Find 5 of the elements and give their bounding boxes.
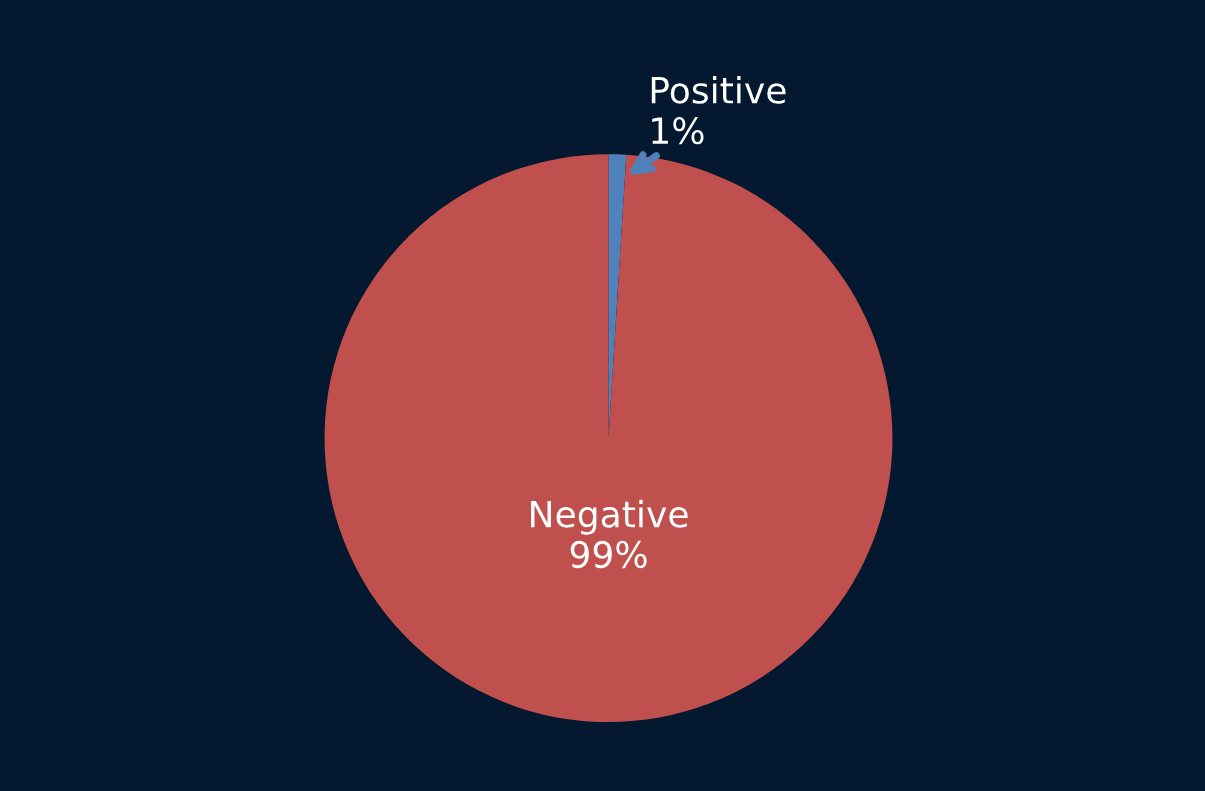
data-label: 99% — [570, 540, 647, 569]
pie-slice — [324, 154, 893, 723]
slice-label: Negative — [531, 499, 688, 535]
data-label: 1% — [652, 116, 704, 145]
slice-label: Positive — [651, 75, 786, 104]
